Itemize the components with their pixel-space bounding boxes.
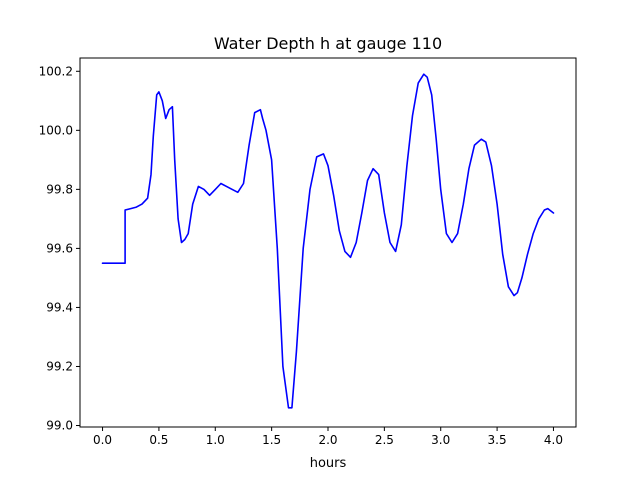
chart-title: Water Depth h at gauge 110 (214, 34, 442, 53)
axes-frame (79, 57, 577, 428)
plot-area (101, 73, 555, 409)
x-tick-label: 0.0 (93, 433, 112, 447)
y-tick-label: 100.0 (39, 123, 73, 137)
water-depth-series-line (101, 73, 555, 409)
y-tick-label: 99.4 (46, 300, 73, 314)
x-axis-ticks: 0.0 0.5 1.0 1.5 2.0 2.5 3.0 3.5 4.0 (93, 427, 563, 447)
y-axis-ticks: 99.0 99.2 99.4 99.6 99.8 100.0 100.2 (39, 64, 80, 433)
x-tick-label: 3.5 (488, 433, 507, 447)
x-tick-label: 4.0 (544, 433, 563, 447)
x-axis-label: hours (310, 456, 347, 471)
x-tick-label: 0.5 (149, 433, 168, 447)
x-tick-label: 2.0 (318, 433, 337, 447)
y-tick-label: 99.2 (46, 359, 73, 373)
y-tick-label: 99.8 (46, 182, 73, 196)
x-tick-label: 2.5 (375, 433, 394, 447)
y-tick-label: 99.0 (46, 419, 73, 433)
x-tick-label: 3.0 (431, 433, 450, 447)
x-tick-label: 1.5 (262, 433, 281, 447)
y-tick-label: 99.6 (46, 241, 73, 255)
y-tick-label: 100.2 (39, 64, 73, 78)
x-tick-label: 1.0 (206, 433, 225, 447)
